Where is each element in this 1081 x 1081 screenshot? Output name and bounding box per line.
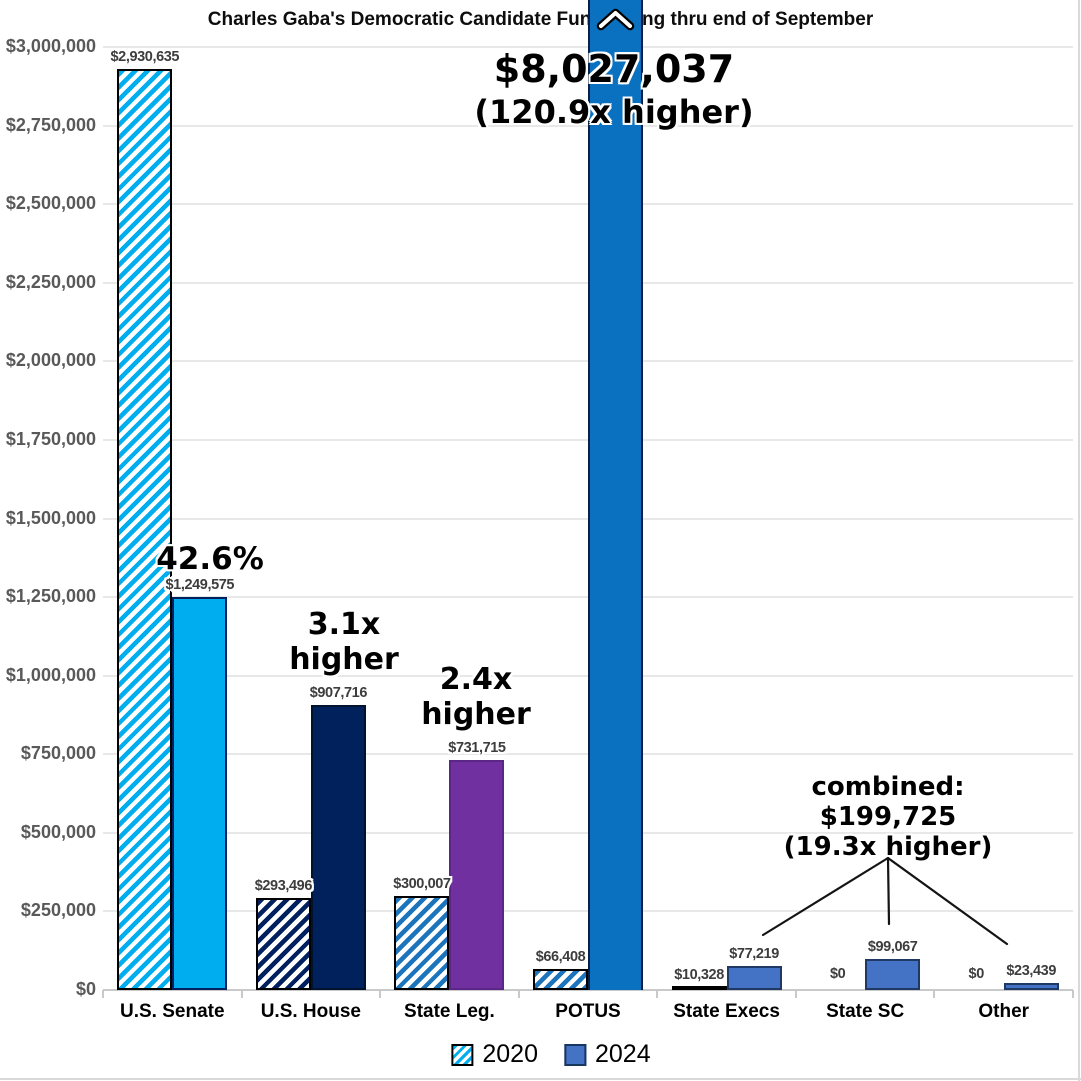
x-axis-tick [517,990,520,998]
annotation-potus-total-line-0: $8,027,037 [493,47,735,91]
legend-item-2020: 2020 [451,1040,538,1069]
screenshot-bottom-edge [0,1078,1081,1080]
y-axis-tick-label: $750,000 [20,743,96,764]
category-label-u-s-senate: U.S. Senate [120,1001,225,1022]
y-axis-tick-label: $0 [75,979,96,999]
y-axis-tick-label: $2,250,000 [5,271,96,292]
bar-2024-other [1003,982,1059,990]
bar-value-label-2020-u-s-house: $293,496 [254,877,313,894]
annotation-combined-total-line-1: $199,725 [819,802,957,832]
annotation-house-ratio-line-0: 3.1x [307,607,381,642]
category-label-potus: POTUS [555,1001,621,1022]
x-axis-tick [379,990,382,998]
x-axis-tick [102,990,104,998]
annotation-house-ratio-line-1: higher [289,642,399,677]
annotation-potus-total-line-1: (120.9x higher) [474,93,754,131]
legend-swatch-2024-solid-icon [564,1043,586,1066]
bar-2020-u-s-house [255,897,311,990]
bar-value-label-2024-state-sc: $99,067 [867,938,918,955]
bar-value-label-2020-state-execs: $10,328 [674,966,724,983]
y-axis-tick-label: $500,000 [20,821,96,842]
legend-label-2024: 2024 [595,1040,651,1068]
chart-title: Charles Gaba's Democratic Candidate Fund… [207,9,874,30]
annotation-house-ratio: 3.1x higher [289,607,399,677]
bar-value-label-2024-state-leg: $731,715 [448,740,506,756]
bar-2020-u-s-senate [117,68,173,990]
x-axis-tick [1072,990,1074,998]
x-axis-tick [794,990,797,998]
annotation-combined-total-line-0: combined: [811,772,965,802]
y-axis-tick-label: $1,500,000 [5,507,96,528]
annotation-potus-total: $8,027,037 (120.9x higher) [474,48,753,134]
annotation-combined-total-line-2: (19.3x higher) [783,832,993,862]
bar-2020-potus [533,969,588,990]
annotation-stateleg-ratio: 2.4x higher [421,662,531,732]
x-axis-tick [656,990,659,998]
bar-2024-state-leg [449,760,505,990]
bar-2020-state-execs [671,986,727,990]
y-axis-tick-label: $2,500,000 [5,193,96,214]
annotation-stateleg-ratio-line-1: higher [421,697,531,732]
chart-legend: 2020 2024 [451,1040,651,1069]
annotation-combined-total: combined: $199,725 (19.3x higher) [784,772,993,862]
y-axis-tick-label: $1,750,000 [5,428,96,449]
bar-value-label-2020-potus: $66,408 [535,949,586,966]
x-axis-line [103,989,1073,991]
y-axis-tick-label: $250,000 [20,900,96,921]
legend-label-2020: 2020 [482,1040,538,1068]
annotation-stateleg-ratio-line-0: 2.4x [439,662,513,697]
bar-value-label-2020-other: $0 [968,966,985,982]
bar-2024-u-s-house [310,704,366,990]
bar-value-label-2020-state-leg: $300,007 [393,875,451,892]
bar-value-label-2024-other: $23,439 [1006,962,1057,979]
category-label-u-s-house: U.S. House [260,1001,361,1022]
bar-2020-state-leg [394,895,450,990]
bar-2024-state-execs [726,965,782,990]
y-axis-tick-label: $1,000,000 [5,664,96,685]
y-axis-tick-label: $2,000,000 [5,350,96,371]
bar-value-label-2024-u-s-senate: $1,249,575 [165,577,235,594]
y-axis-tick-label: $2,750,000 [5,114,96,135]
y-axis-tick-label: $3,000,000 [5,36,96,56]
screenshot-right-edge [1078,0,1080,1081]
bar-value-label-2020-state-sc: $0 [829,966,846,982]
category-label-state-leg: State Leg. [404,1001,495,1022]
clipped-bar-up-chevron-icon [596,8,635,31]
category-label-state-execs: State Execs [673,1001,780,1022]
bar-value-label-2024-u-s-house: $907,716 [309,684,368,701]
bar-2024-state-sc [865,958,921,990]
category-label-state-sc: State SC [826,1001,905,1022]
legend-swatch-2020-hatched-icon [451,1043,474,1066]
bar-value-label-2024-state-execs: $77,219 [729,945,779,962]
annotation-senate-ratio: 42.6% [156,541,264,577]
x-axis-tick [933,990,936,998]
x-axis-tick [240,990,243,998]
annotation-senate-ratio-line-0: 42.6% [156,541,264,577]
legend-item-2024: 2024 [564,1040,651,1069]
y-axis-tick-label: $1,250,000 [5,586,96,607]
bar-2024-u-s-senate [172,597,228,990]
bar-2024-potus [588,0,643,990]
bar-value-label-2020-u-s-senate: $2,930,635 [110,48,180,65]
category-label-other: Other [978,1001,1030,1022]
